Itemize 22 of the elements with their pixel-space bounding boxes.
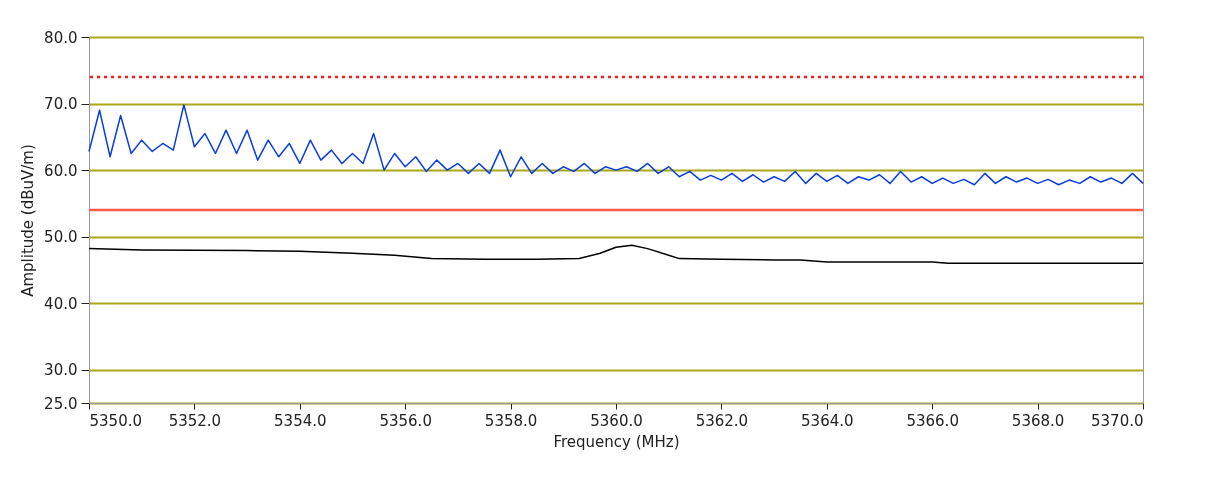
x-tick-label: 5354.0	[274, 411, 327, 430]
y-axis-title: Amplitude (dBuV/m)	[19, 144, 38, 297]
x-axis-title: Frequency (MHz)	[553, 432, 680, 451]
y-tick-label: 60.0	[44, 161, 78, 180]
y-tick-label: 30.0	[44, 361, 78, 380]
x-tick-label: 5370.0	[1091, 411, 1144, 430]
x-tick-label: 5352.0	[168, 411, 222, 430]
x-tick-label: 5356.0	[379, 411, 432, 430]
x-tick-label: 5350.0	[89, 411, 142, 430]
x-tick-label: 5366.0	[906, 411, 959, 430]
x-tick-label: 5358.0	[484, 411, 538, 430]
line-series	[88, 104, 1144, 186]
x-tick-label: 5362.0	[695, 411, 749, 430]
x-tick-label: 5364.0	[801, 411, 854, 430]
line-series	[88, 244, 1144, 265]
x-tick-label: 5368.0	[1011, 411, 1065, 430]
y-tick-label: 70.0	[44, 95, 78, 114]
y-tick-label: 80.0	[44, 28, 78, 47]
y-tick-label: 40.0	[44, 294, 78, 313]
y-tick-label: 50.0	[44, 228, 78, 247]
x-tick-label: 5360.0	[590, 411, 643, 430]
y-tick-label: 25.0	[44, 394, 78, 413]
